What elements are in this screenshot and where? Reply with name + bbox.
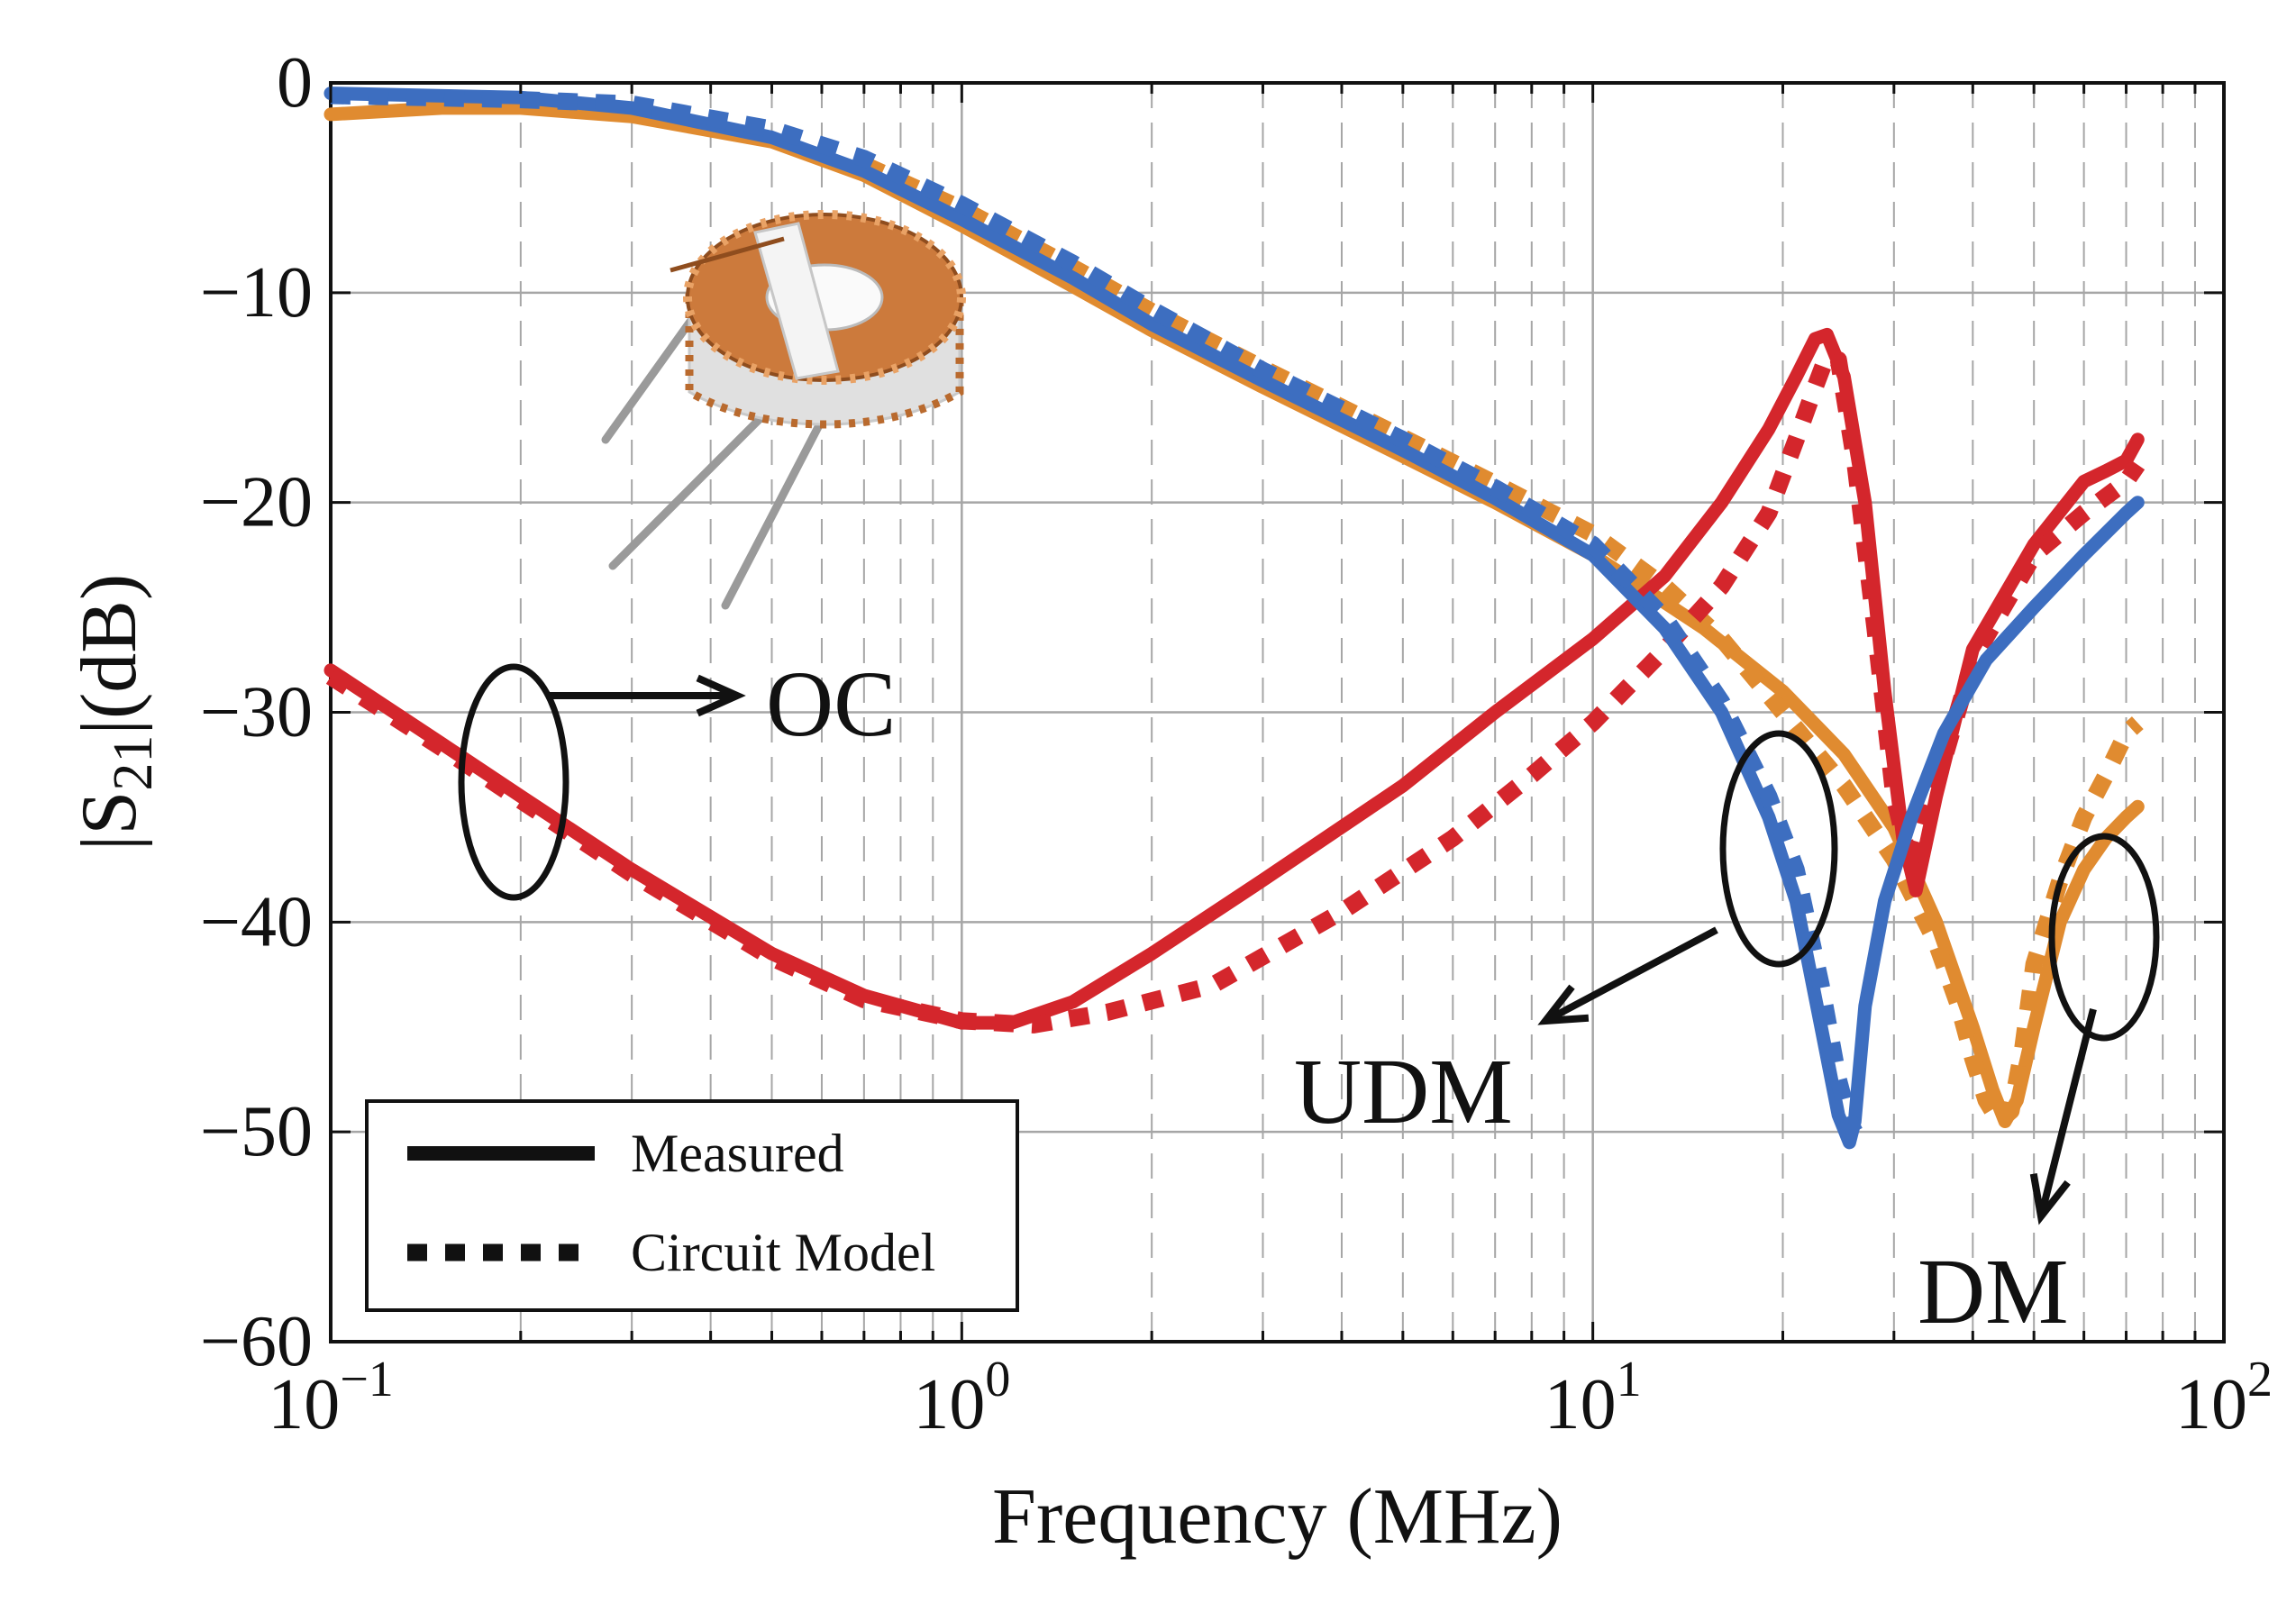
legend-label: Circuit Model	[631, 1223, 935, 1282]
dm-arrow-icon	[2029, 1008, 2097, 1225]
udm-measured-line	[323, 87, 2145, 1150]
x-tick-label: 102	[2175, 1352, 2273, 1444]
udm-arrow-icon	[1537, 926, 1718, 1025]
udm-ellipse	[1719, 730, 1838, 968]
dm-circuit-model-line	[860, 157, 2144, 1130]
legend-label: Measured	[631, 1124, 844, 1183]
oc-arrow-icon	[548, 674, 746, 717]
y-tick-label: 0	[277, 43, 313, 123]
y-tick-label: −40	[200, 882, 313, 961]
legend: Measured Circuit Model	[365, 1099, 1019, 1312]
y-tick-label: −50	[200, 1092, 313, 1171]
udm-circuit-model-line	[330, 87, 1863, 1136]
y-tick-label: −30	[200, 673, 313, 752]
oc-label: OC	[766, 652, 896, 756]
x-axis-label: Frequency (MHz)	[992, 1473, 1563, 1561]
udm-label: UDM	[1294, 1040, 1513, 1143]
y-tick-label: −60	[200, 1302, 313, 1381]
series-lines	[323, 87, 2146, 1150]
y-tick-label: −20	[200, 463, 313, 542]
tick-labels: 10−1 100 101 102 0 −10 −20 −30 −40 −50 −60	[200, 43, 2273, 1444]
dm-ellipse	[2048, 833, 2160, 1042]
oc-ellipse	[458, 663, 569, 901]
oc-measured-line	[323, 327, 2145, 1030]
x-tick-label: 10−1	[268, 1352, 394, 1444]
legend-box	[365, 1099, 1019, 1312]
x-tick-label: 101	[1544, 1352, 1642, 1444]
y-tick-label: −10	[200, 253, 313, 332]
y-axis-label: |S21|(dB)	[66, 574, 164, 851]
dm-label: DM	[1918, 1240, 2069, 1343]
inductor-icon	[601, 210, 966, 610]
annotations: OC UDM DM	[458, 652, 2160, 1343]
x-tick-label: 100	[913, 1352, 1010, 1444]
oc-circuit-model-line	[325, 347, 2146, 1034]
